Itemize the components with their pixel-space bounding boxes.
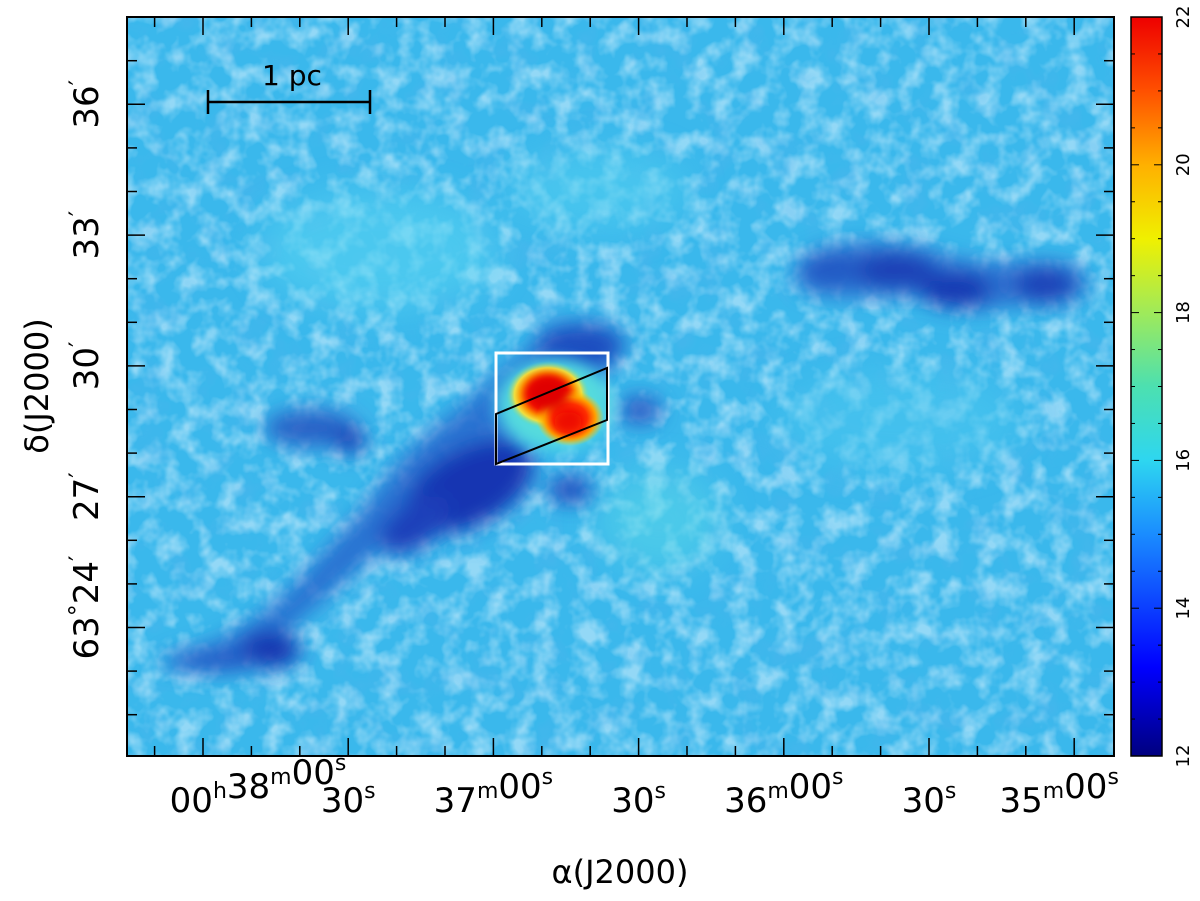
x-tick-label: 30s (321, 779, 376, 821)
axis-ticks (127, 17, 1114, 756)
y-tick-label: 33′ (64, 211, 107, 260)
colorbar-tick-label: 20 (1173, 153, 1194, 176)
x-axis-title: α(J2000) (552, 853, 689, 891)
x-tick-label: 36m00s (724, 765, 843, 821)
cold-clump-west (795, 243, 1088, 310)
y-tick-labels: 63°24′ 27′ 30′ 33′ 36′ (64, 80, 107, 660)
x-tick-label: 30s (902, 779, 957, 821)
colorbar-gradient (1130, 16, 1163, 757)
y-tick-label: 36′ (64, 80, 107, 129)
colorbar-tick-label: 12 (1173, 745, 1194, 768)
slit-parallelogram (495, 366, 608, 466)
y-tick-label: 27′ (64, 472, 107, 521)
plot-frame (126, 16, 1115, 757)
y-tick-label: 63°24′ (64, 556, 107, 660)
y-axis-title: δ(J2000) (18, 318, 56, 453)
temperature-map: 1 pc (127, 17, 1114, 756)
colorbar-tick-label: 22 (1173, 6, 1194, 29)
hot-core (485, 350, 625, 460)
x-tick-label: 35m00s (999, 765, 1118, 821)
scale-bar (206, 90, 372, 114)
x-tick-label: 37m00s (434, 765, 553, 821)
colorbar-tick-label: 14 (1173, 597, 1194, 620)
y-tick-label: 30′ (64, 342, 107, 391)
colorbar-ticks: 12 14 16 18 20 22 (1131, 6, 1194, 768)
warm-regions (260, 150, 1020, 570)
colorbar: 12 14 16 18 20 22 (1130, 6, 1194, 768)
colorbar-tick-label: 18 (1173, 301, 1194, 324)
scale-bar-label: 1 pc (262, 59, 322, 92)
x-tick-label: 30s (611, 779, 666, 821)
colorbar-tick-label: 16 (1173, 449, 1194, 472)
x-tick-label: 00h38m00s (170, 751, 347, 821)
